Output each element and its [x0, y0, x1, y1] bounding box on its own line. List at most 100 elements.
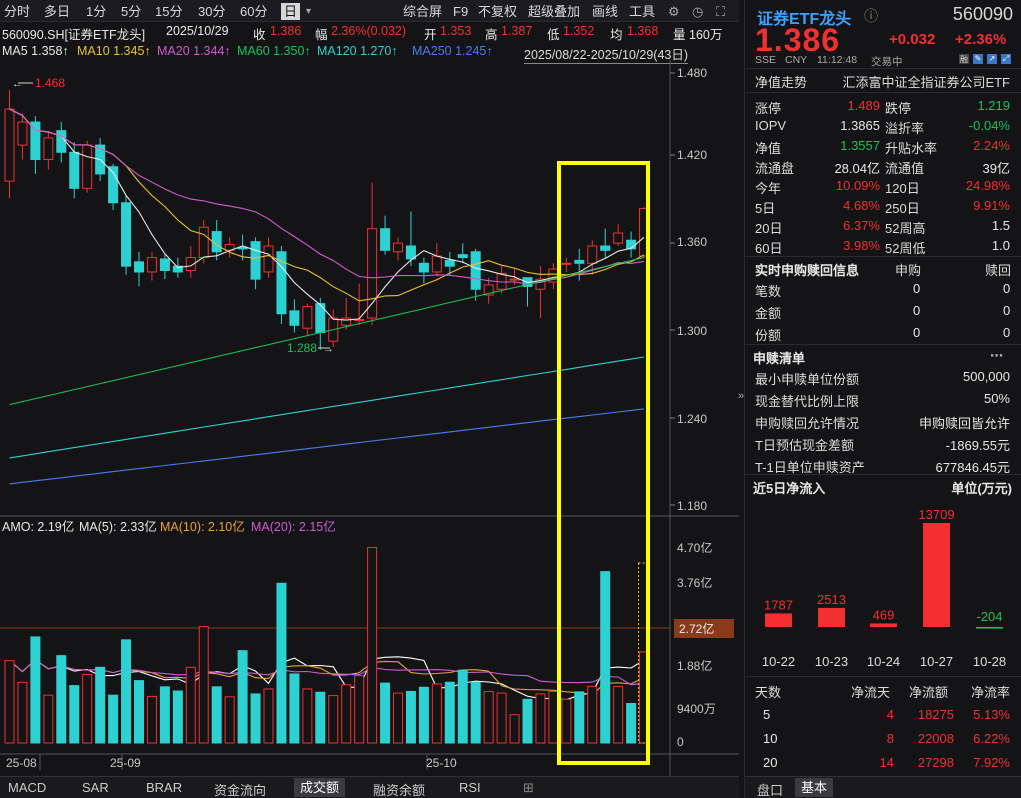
- net-inflow-date: 10-27: [920, 654, 953, 669]
- clock-icon[interactable]: ◷: [692, 4, 704, 19]
- panel-collapse-icon[interactable]: »: [738, 390, 745, 402]
- net-inflow-cell: 27298: [917, 755, 954, 770]
- period-15min[interactable]: 15分: [155, 4, 183, 19]
- creation-list-label: 申购赎回允许情况: [755, 416, 860, 431]
- creation-list-label: T-1日单位申赎资产: [755, 460, 865, 475]
- tool-icon-1[interactable]: 融: [959, 54, 969, 64]
- date-tick-0: 25-08: [6, 756, 37, 770]
- date-range-selector[interactable]: 2025/08/22-2025/10/29(43日): [524, 44, 689, 64]
- volume-bar: [418, 686, 429, 744]
- period-intraday[interactable]: 分时: [4, 4, 31, 19]
- volume-bar: [17, 681, 28, 744]
- tab-margin-balance[interactable]: 融资余额: [373, 783, 426, 798]
- volume-bar: [315, 691, 326, 744]
- volume-bar: [30, 636, 41, 744]
- tool-f9[interactable]: F9: [453, 4, 469, 19]
- subscription-value: 0: [913, 281, 921, 296]
- tool-composite[interactable]: 综合屏: [403, 4, 443, 19]
- quote-row: 60日 3.98% 52周低 1.0: [745, 236, 1021, 256]
- volume-bar: [522, 698, 533, 744]
- quote-label: 20日: [755, 221, 783, 236]
- period-daily[interactable]: 日: [281, 3, 301, 20]
- quote-label: 溢折率: [885, 121, 925, 136]
- net-inflow-header-cell: 净流天: [851, 685, 891, 700]
- net-inflow-section: 近5日净流入 单位(万元): [745, 474, 1021, 496]
- volume-bar: [574, 691, 585, 744]
- creation-list-label: 最小申赎单位份额: [755, 372, 860, 387]
- quote-value: 1.3557: [840, 138, 880, 153]
- nav-trend-row[interactable]: 净值走势 汇添富中证全指证券公司ETF: [745, 70, 1021, 90]
- vol-value: 160万: [689, 28, 723, 42]
- settings-gear-icon[interactable]: ⚙: [668, 4, 680, 19]
- ma5-line: [9, 108, 645, 321]
- quote-value: 9.91%: [973, 198, 1010, 213]
- tool-super-overlay[interactable]: 超级叠加: [528, 4, 581, 19]
- quote-label: 涨停: [755, 101, 782, 116]
- candle-body: [263, 245, 274, 273]
- quote-value: 4.68%: [843, 198, 880, 213]
- candle-body: [470, 251, 481, 290]
- net-inflow-cell: 4: [886, 707, 894, 722]
- quote-label: 流通盘: [755, 161, 795, 176]
- quote-label: 120日: [885, 181, 920, 196]
- candlestick-series: [4, 90, 650, 350]
- period-dropdown-icon[interactable]: ▾: [306, 6, 312, 17]
- volume-axis: 4.70亿 3.76亿 2.72亿 1.88亿 9400万 0: [674, 540, 734, 749]
- period-30min[interactable]: 30分: [198, 4, 226, 19]
- volume-bar: [341, 684, 352, 744]
- ma250-line: [9, 408, 645, 485]
- tab-brar[interactable]: BRAR: [146, 780, 183, 795]
- tab-basic[interactable]: 基本: [795, 778, 834, 797]
- vol-tick-0: 4.70亿: [677, 540, 712, 555]
- candle-body: [108, 166, 119, 204]
- vol-tick-2: 2.72亿: [679, 621, 714, 636]
- more-icon[interactable]: ⋯: [990, 348, 1003, 363]
- tool-no-adjust[interactable]: 不复权: [478, 4, 518, 19]
- candle-body: [457, 254, 468, 259]
- price-tick-5: 1.180: [677, 499, 707, 513]
- volume-bar: [108, 694, 119, 744]
- tab-turnover[interactable]: 成交额: [294, 778, 346, 797]
- edit-icon[interactable]: ✎: [973, 54, 983, 64]
- tab-macd[interactable]: MACD: [8, 780, 47, 795]
- volume-bar: [587, 685, 598, 744]
- close-value: 1.386: [270, 24, 302, 38]
- quote-label: 52周低: [885, 241, 926, 256]
- candle-body: [146, 257, 157, 273]
- tool-tools[interactable]: 工具: [629, 4, 656, 19]
- volume-bar: [263, 688, 274, 744]
- volume-bar: [56, 655, 67, 744]
- expand-icon[interactable]: ⤢: [1001, 54, 1011, 64]
- tab-order-book[interactable]: 盘口: [757, 783, 784, 798]
- period-multiday[interactable]: 多日: [44, 4, 71, 19]
- info-icon[interactable]: ⓘ: [864, 8, 878, 24]
- quote-row: 流通盘 28.04亿 流通值 39亿: [745, 156, 1021, 176]
- add-indicator-icon[interactable]: ⊞: [523, 780, 534, 795]
- net-inflow-cell: 6.22%: [973, 731, 1010, 746]
- net-inflow-date: 10-23: [815, 654, 848, 669]
- candle-body: [276, 251, 287, 315]
- candle-body: [185, 257, 196, 272]
- low-value: 1.352: [563, 24, 595, 38]
- volume-bar: [496, 692, 507, 744]
- tool-draw-line[interactable]: 画线: [592, 4, 619, 19]
- pin-icon[interactable]: ↗: [987, 54, 997, 64]
- volume-bar: [328, 695, 339, 744]
- tab-rsi[interactable]: RSI: [459, 780, 481, 795]
- candle-body: [354, 319, 365, 322]
- candle-body: [121, 202, 132, 267]
- quote-label: 净值: [755, 141, 782, 156]
- period-60min[interactable]: 60分: [240, 4, 268, 19]
- period-1min[interactable]: 1分: [86, 4, 107, 19]
- tab-sar[interactable]: SAR: [82, 780, 109, 795]
- candle-body: [341, 317, 352, 326]
- volume-bar: [276, 582, 287, 744]
- fullscreen-icon[interactable]: ⛶: [716, 4, 726, 19]
- tab-fund-flow[interactable]: 资金流向: [214, 783, 267, 798]
- quote-label: 60日: [755, 241, 783, 256]
- current-value-tag: [674, 619, 734, 638]
- subscription-col-buy: 申购: [895, 263, 922, 278]
- volume-bar: [393, 692, 403, 744]
- period-5min[interactable]: 5分: [121, 4, 142, 19]
- quote-row: 20日 6.37% 52周高 1.5: [745, 216, 1021, 236]
